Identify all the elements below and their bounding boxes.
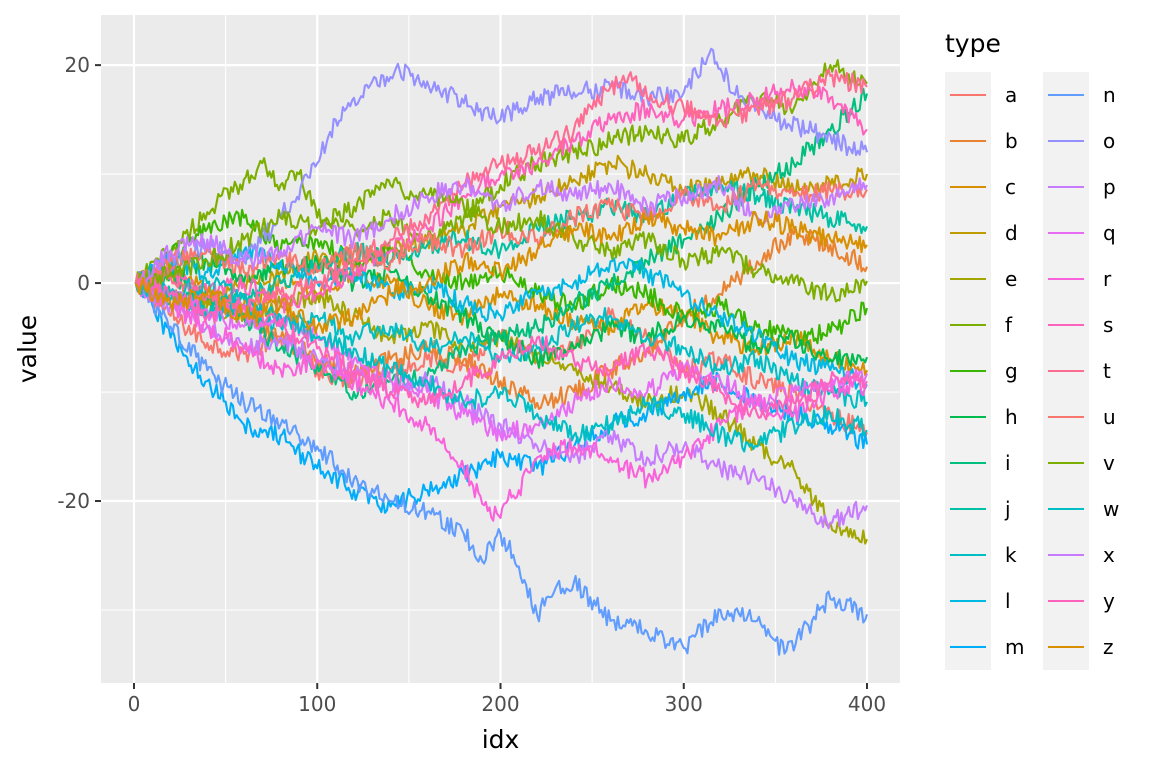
y-tick-label: 20 xyxy=(65,53,90,77)
legend-label-r: r xyxy=(1103,267,1112,291)
legend-label-p: p xyxy=(1103,175,1116,199)
y-tick-label: 0 xyxy=(77,271,90,295)
x-tick-label: 100 xyxy=(298,692,336,716)
series-line-p xyxy=(135,280,868,530)
y-axis-title: value xyxy=(13,315,42,383)
series-line-s xyxy=(134,78,868,314)
legend-label-c: c xyxy=(1005,175,1016,199)
legend-label-j: j xyxy=(1004,497,1011,521)
legend-label-b: b xyxy=(1005,129,1018,153)
legend-label-a: a xyxy=(1005,83,1017,107)
series-line-f xyxy=(134,59,868,284)
series-line-q xyxy=(134,277,868,442)
legend-label-z: z xyxy=(1103,635,1114,659)
y-tick-label: -20 xyxy=(57,489,90,513)
legend-title: type xyxy=(945,29,1001,58)
legend-label-w: w xyxy=(1103,497,1119,521)
series-line-o xyxy=(134,47,869,287)
legend-label-d: d xyxy=(1005,221,1018,245)
legend-label-u: u xyxy=(1103,405,1116,429)
series-line-h xyxy=(134,252,868,370)
series-line-z xyxy=(134,210,868,335)
legend-label-o: o xyxy=(1103,129,1115,153)
series-line-n xyxy=(135,282,868,656)
legend-label-g: g xyxy=(1005,359,1018,383)
legend-label-h: h xyxy=(1005,405,1018,429)
x-tick-label: 200 xyxy=(481,692,519,716)
legend-label-v: v xyxy=(1103,451,1115,475)
series-line-x xyxy=(134,174,868,289)
series-layer xyxy=(134,47,869,656)
x-tick-label: 400 xyxy=(848,692,886,716)
legend-label-e: e xyxy=(1005,267,1017,291)
x-axis-title: idx xyxy=(482,725,520,754)
legend-label-x: x xyxy=(1103,543,1115,567)
series-line-t xyxy=(134,68,868,314)
legend-label-s: s xyxy=(1103,313,1113,337)
legend-label-k: k xyxy=(1005,543,1017,567)
series-line-w xyxy=(134,275,868,453)
legend-label-n: n xyxy=(1103,83,1116,107)
legend-label-t: t xyxy=(1103,359,1111,383)
x-tick-label: 0 xyxy=(128,692,141,716)
x-tick-label: 300 xyxy=(665,692,703,716)
legend-label-m: m xyxy=(1005,635,1024,659)
legend-label-i: i xyxy=(1005,451,1011,475)
legend-label-l: l xyxy=(1005,589,1011,613)
legend-label-y: y xyxy=(1103,589,1115,613)
series-line-v xyxy=(134,176,868,303)
legend-label-f: f xyxy=(1005,313,1013,337)
legend-label-q: q xyxy=(1103,221,1116,245)
